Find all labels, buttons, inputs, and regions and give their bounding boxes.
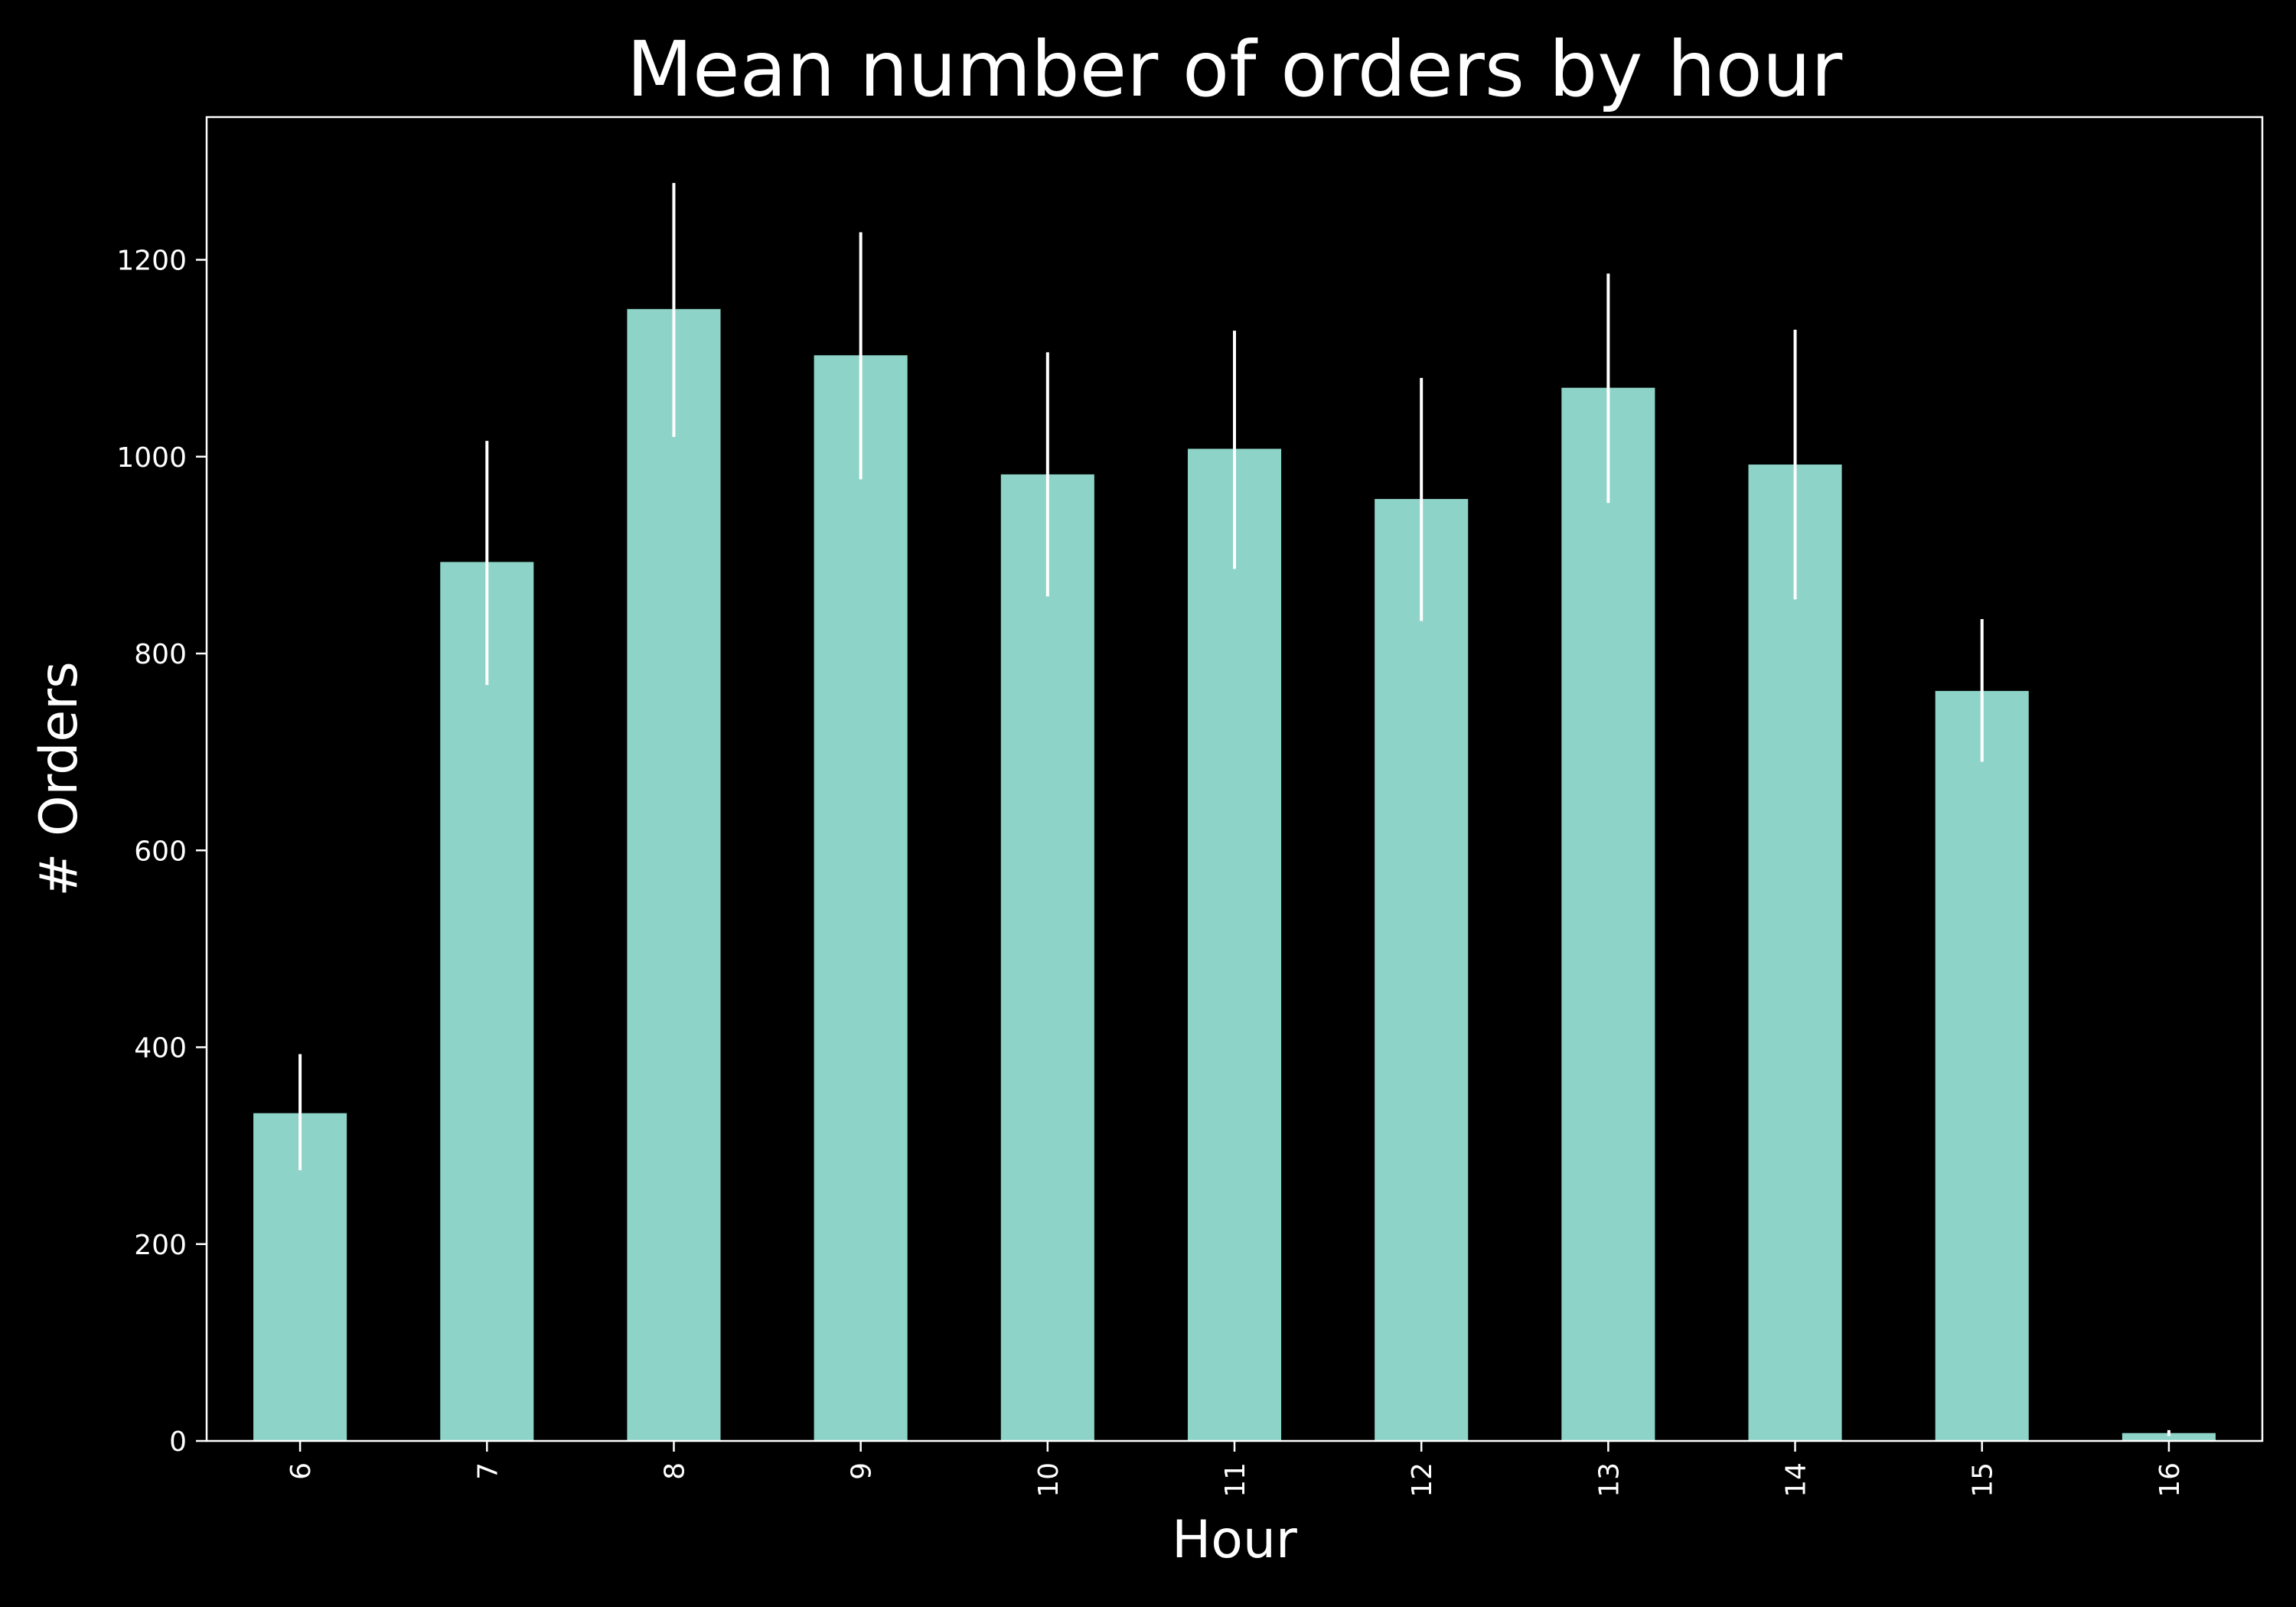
y-tick-label: 1200 [116, 246, 187, 277]
x-axis: 6 7 8 9 10 11 12 13 14 15 16 [285, 1441, 2186, 1498]
y-tick-label: 600 [134, 836, 187, 867]
bars-layer [253, 308, 2216, 1442]
x-axis-label: Hour [1172, 1510, 1297, 1570]
y-tick-label: 800 [134, 639, 187, 670]
x-tick-label: 13 [1593, 1462, 1625, 1498]
error-bars-layer [298, 183, 2170, 1436]
x-tick-label: 9 [846, 1462, 878, 1480]
bar-hour-13 [1561, 387, 1655, 1441]
y-tick-label: 400 [134, 1033, 187, 1064]
y-axis-label: # Orders [29, 661, 90, 896]
y-tick-label: 1000 [116, 442, 187, 474]
bar-hour-8 [627, 308, 721, 1441]
x-tick-label: 10 [1033, 1462, 1065, 1498]
bar-hour-14 [1748, 464, 1842, 1441]
x-tick-label: 16 [2154, 1462, 2186, 1498]
chart-title: Mean number of orders by hour [627, 24, 1843, 114]
bar-hour-9 [814, 355, 908, 1441]
y-tick-label: 200 [134, 1230, 187, 1261]
x-tick-label: 8 [659, 1462, 690, 1480]
x-tick-label: 15 [1968, 1462, 1999, 1498]
bar-hour-15 [1935, 690, 2029, 1441]
y-axis: 0 200 400 600 800 1000 1200 [116, 246, 207, 1458]
y-tick-label: 0 [169, 1426, 187, 1458]
x-tick-label: 14 [1781, 1462, 1812, 1498]
bar-hour-10 [1000, 474, 1094, 1442]
x-tick-label: 12 [1407, 1462, 1438, 1498]
x-tick-label: 7 [472, 1462, 504, 1480]
bar-hour-16 [2122, 1433, 2216, 1441]
x-tick-label: 11 [1220, 1462, 1251, 1498]
bar-hour-11 [1187, 448, 1282, 1442]
x-tick-label: 6 [285, 1462, 317, 1480]
bar-hour-7 [440, 562, 534, 1442]
bar-hour-12 [1375, 499, 1469, 1441]
